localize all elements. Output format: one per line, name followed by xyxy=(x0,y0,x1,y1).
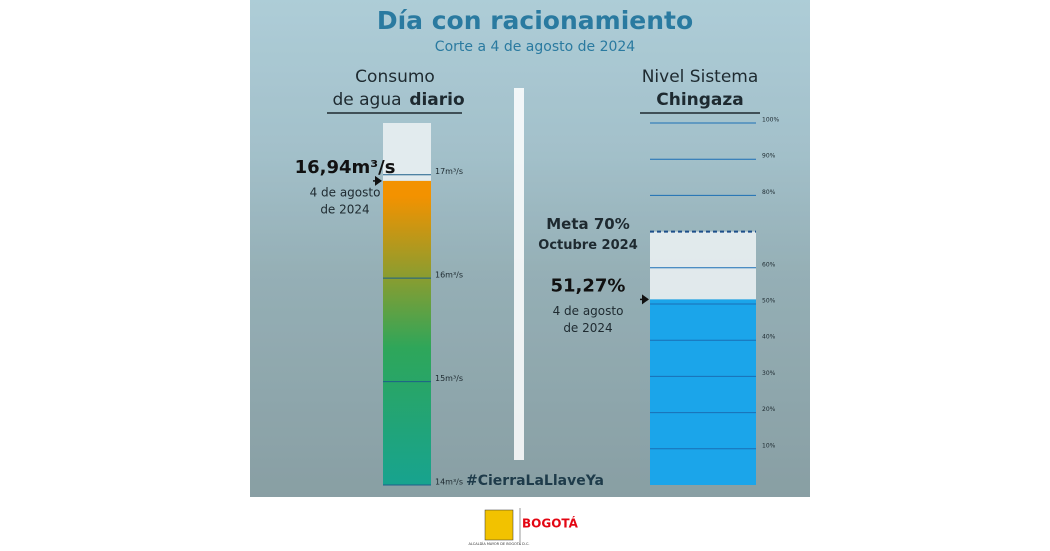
bar xyxy=(383,180,431,486)
value-annotation: 4 de agosto xyxy=(310,185,381,199)
subtitle: Corte a 4 de agosto de 2024 xyxy=(435,39,635,55)
value-label: 51,27% xyxy=(551,275,626,296)
y-tick-label: 100% xyxy=(762,117,779,124)
value-annotation: de 2024 xyxy=(320,202,369,216)
chart-title-emphasis: diario xyxy=(409,90,464,110)
hashtag: #CierraLaLlaveYa xyxy=(466,473,604,489)
y-tick-label: 15m³/s xyxy=(435,374,463,383)
value-annotation: 4 de agosto xyxy=(553,304,624,318)
value-arrowhead xyxy=(642,294,649,305)
divider xyxy=(514,88,524,460)
chart-title-emphasis: Chingaza xyxy=(656,90,744,110)
chart-title: Consumo xyxy=(355,67,435,87)
y-tick-label: 40% xyxy=(762,334,776,341)
y-tick-label: 20% xyxy=(762,406,776,413)
title: Día con racionamiento xyxy=(377,6,693,35)
y-tick-label: 14m³/s xyxy=(435,478,463,487)
y-tick-label: 16m³/s xyxy=(435,271,463,280)
target-sublabel: Octubre 2024 xyxy=(538,238,637,253)
bar xyxy=(650,299,756,485)
y-tick-label: 90% xyxy=(762,153,776,160)
value-label: 16,94m³/s xyxy=(295,157,396,178)
coat-of-arms xyxy=(484,509,514,541)
target-label: Meta 70% xyxy=(546,215,630,233)
y-tick-label: 80% xyxy=(762,189,776,196)
y-tick-label: 10% xyxy=(762,442,776,449)
y-tick-label: 30% xyxy=(762,370,776,377)
target-region xyxy=(650,231,756,300)
brand: BOGOTÁ xyxy=(522,516,579,531)
column-background xyxy=(383,123,431,181)
y-tick-label: 60% xyxy=(762,261,776,268)
logo-text: ALCALDÍA MAYOR DE BOGOTÁ D.C. xyxy=(468,541,529,546)
y-tick-label: 17m³/s xyxy=(435,167,463,176)
value-arrowhead xyxy=(375,175,382,186)
y-tick-label: 50% xyxy=(762,298,776,305)
chart-title: de agua xyxy=(332,90,401,110)
chart-title: Nivel Sistema xyxy=(642,67,759,87)
value-annotation: de 2024 xyxy=(563,321,612,335)
